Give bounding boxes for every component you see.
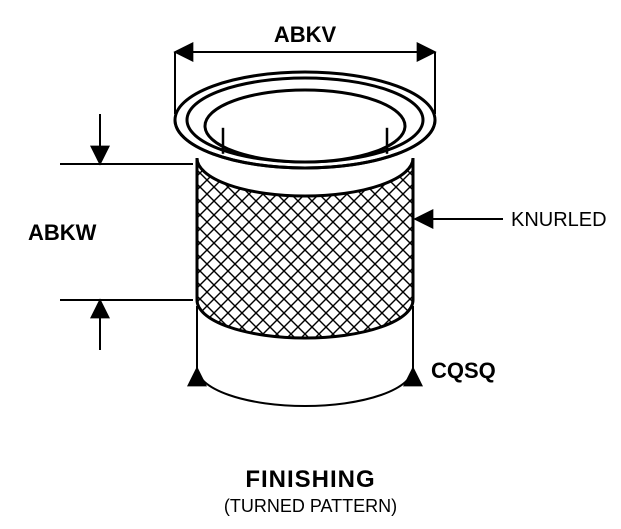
- label-knurled: KNURLED: [511, 209, 607, 231]
- label-abkw: ABKW: [28, 220, 97, 245]
- label-abkv: ABKV: [274, 22, 337, 47]
- dimension-cqsq: [197, 306, 413, 406]
- diagram-container: ABKV ABKW CQSQ KNURLED: [0, 0, 621, 460]
- title: FINISHING: [0, 466, 621, 494]
- grommet-flange: [175, 72, 435, 168]
- diagram-svg: ABKV ABKW CQSQ KNURLED: [0, 0, 621, 460]
- label-cqsq: CQSQ: [431, 358, 496, 383]
- subtitle: (TURNED PATTERN): [0, 496, 621, 517]
